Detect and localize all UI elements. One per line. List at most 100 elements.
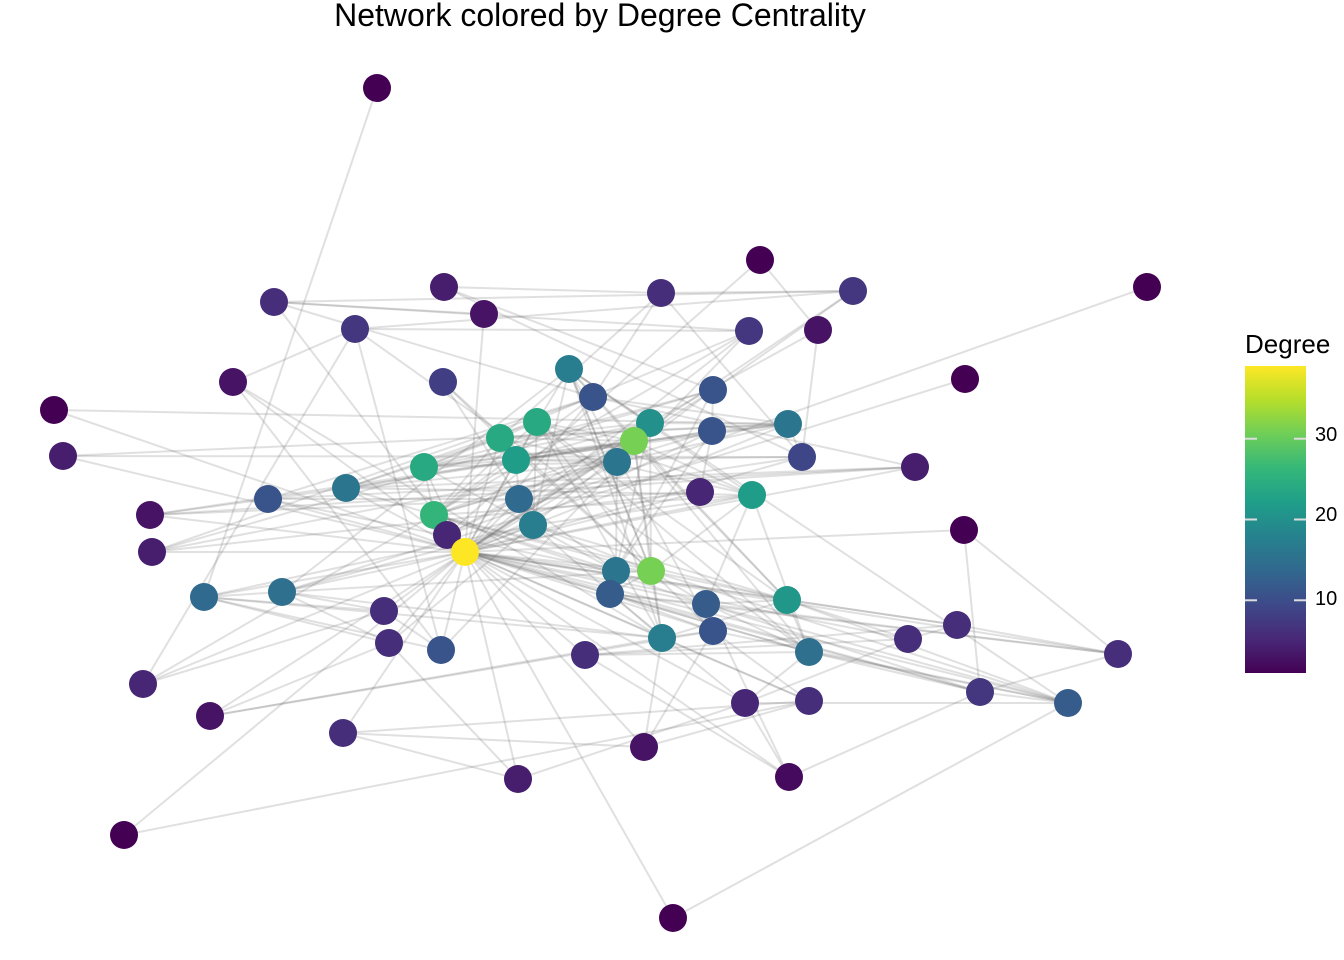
edge-25-26 xyxy=(515,456,803,461)
edge-27-48 xyxy=(423,466,617,572)
node-70 xyxy=(950,516,978,544)
node-55 xyxy=(110,821,138,849)
edge-20-27 xyxy=(423,440,635,468)
edge-61-16 xyxy=(568,368,788,601)
edge-46-43 xyxy=(142,610,385,685)
node-28 xyxy=(901,453,929,481)
node-53 xyxy=(699,617,727,645)
edge-50-53 xyxy=(609,593,714,632)
edge-25-37 xyxy=(515,459,618,463)
node-57 xyxy=(630,733,658,761)
edge-37-48 xyxy=(615,461,618,572)
edge-33-26 xyxy=(518,456,803,500)
edge-57-54 xyxy=(342,732,645,748)
edge-62-68 xyxy=(808,651,1069,704)
edge-52-41 xyxy=(281,591,663,639)
edge-60-67 xyxy=(705,603,981,693)
edge-11-12 xyxy=(232,328,356,383)
edge-5-26 xyxy=(443,286,803,458)
edge-64-59 xyxy=(744,638,909,704)
edge-51-65 xyxy=(584,654,790,778)
node-29 xyxy=(136,501,164,529)
edge-61-63 xyxy=(786,599,958,626)
edge-63-69 xyxy=(956,624,1119,655)
edge-23-13 xyxy=(53,409,789,425)
node-20 xyxy=(620,427,648,455)
edge-41-43 xyxy=(281,591,385,612)
edge-64-51 xyxy=(584,638,909,656)
node-67 xyxy=(966,678,994,706)
edge-27-25 xyxy=(423,459,517,468)
edge-15-33 xyxy=(442,381,520,500)
edge-39-35 xyxy=(532,494,753,526)
edge-49-18 xyxy=(536,421,652,572)
edge-49-41 xyxy=(281,570,652,593)
edge-10-40 xyxy=(464,330,750,553)
edge-21-8 xyxy=(712,290,854,391)
node-11 xyxy=(341,315,369,343)
edge-10-46 xyxy=(142,330,750,685)
node-45 xyxy=(427,636,455,664)
node-5 xyxy=(430,273,458,301)
edge-17-7 xyxy=(592,292,662,398)
node-4 xyxy=(260,288,288,316)
colorbar-ticks xyxy=(1245,437,1306,602)
node-37 xyxy=(603,448,631,476)
edge-59-40 xyxy=(464,551,746,704)
edge-45-10 xyxy=(440,330,750,651)
node-21 xyxy=(699,376,727,404)
node-31 xyxy=(254,485,282,513)
node-33 xyxy=(505,485,533,513)
edge-20-25 xyxy=(515,440,635,461)
edge-20-34 xyxy=(433,440,635,516)
edge-65-40 xyxy=(464,551,790,778)
edge-18-62 xyxy=(536,421,810,653)
node-48 xyxy=(602,557,630,585)
edge-28-40 xyxy=(464,466,916,553)
edge-18-39 xyxy=(536,421,753,496)
edge-0-42 xyxy=(203,87,378,598)
node-66 xyxy=(659,904,687,932)
node-10 xyxy=(735,317,763,345)
edge-layer xyxy=(53,87,1148,919)
edge-35-41 xyxy=(281,524,534,593)
edge-39-62 xyxy=(751,494,810,653)
node-13 xyxy=(40,396,68,424)
node-62 xyxy=(795,638,823,666)
edge-34-24 xyxy=(433,437,501,516)
edge-67-69 xyxy=(979,653,1119,693)
edge-49-39 xyxy=(650,494,753,572)
edge-23-17 xyxy=(592,396,789,425)
node-43 xyxy=(370,597,398,625)
edge-20-32 xyxy=(345,440,635,489)
edge-32-37 xyxy=(345,461,618,489)
edge-60-40 xyxy=(464,551,707,605)
node-25 xyxy=(502,446,530,474)
edge-43-40 xyxy=(383,551,466,612)
edge-47-44 xyxy=(209,642,390,717)
edge-51-40 xyxy=(464,551,586,656)
edge-17-4 xyxy=(273,301,594,398)
legend-label-10: 10 xyxy=(1315,588,1338,610)
node-3 xyxy=(951,365,979,393)
edge-24-40 xyxy=(464,437,501,553)
legend-label-30: 30 xyxy=(1315,424,1338,446)
edge-44-40 xyxy=(388,551,466,644)
node-30 xyxy=(138,538,166,566)
edge-68-67 xyxy=(979,691,1069,704)
edge-61-64 xyxy=(786,599,909,640)
node-14 xyxy=(49,442,77,470)
node-12 xyxy=(219,368,247,396)
edge-48-33 xyxy=(518,498,617,572)
edge-57-40 xyxy=(464,551,645,748)
edge-16-53 xyxy=(568,368,714,632)
node-8 xyxy=(839,277,867,305)
legend-label-20: 20 xyxy=(1315,504,1338,526)
edge-58-55 xyxy=(123,700,810,836)
node-50 xyxy=(596,580,624,608)
node-69 xyxy=(1104,640,1132,668)
edge-37-30 xyxy=(151,461,618,553)
edge-50-69 xyxy=(609,593,1119,655)
edge-38-40 xyxy=(464,491,701,553)
